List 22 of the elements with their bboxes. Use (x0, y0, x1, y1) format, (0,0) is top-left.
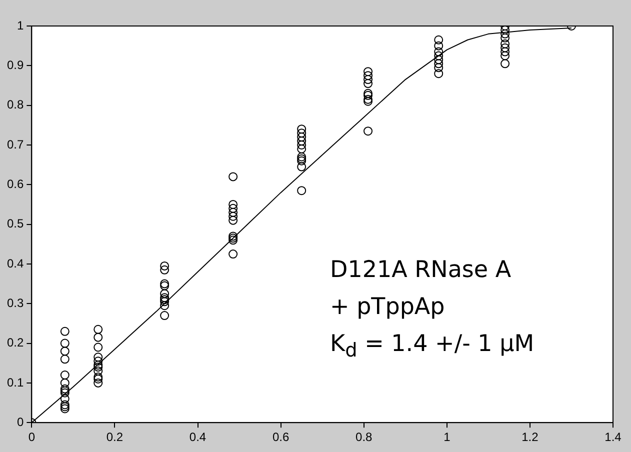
y-tick-label: 1 (16, 18, 24, 32)
x-tick-label: 0.6 (272, 430, 290, 444)
x-tick-label: 1 (444, 430, 451, 444)
x-tick-label: 1.2 (522, 430, 539, 444)
y-tick-label: 0 (16, 414, 24, 429)
annotation: D121A RNase A (330, 256, 512, 285)
y-tick-label: 0.9 (6, 58, 24, 72)
y-tick-label: 0.6 (6, 176, 24, 191)
y-tick-label: 0.3 (6, 296, 24, 310)
x-tick-label: 1.4 (604, 430, 622, 444)
y-tick-label: 0.2 (6, 336, 24, 350)
annotation: K$_{d}$ = 1.4 +/- 1 µM (330, 330, 534, 364)
y-tick-label: 0.4 (6, 256, 24, 270)
annotation: + pTppAp (330, 293, 446, 322)
x-tick-label: 0.2 (106, 430, 124, 444)
y-tick-label: 0.1 (6, 375, 24, 390)
y-tick-label: 0.7 (6, 137, 24, 152)
x-tick-label: 0 (28, 430, 36, 444)
x-tick-label: 0.4 (189, 430, 206, 444)
y-tick-label: 0.5 (6, 216, 24, 231)
y-tick-label: 0.8 (6, 98, 24, 112)
x-tick-label: 0.8 (356, 430, 373, 444)
